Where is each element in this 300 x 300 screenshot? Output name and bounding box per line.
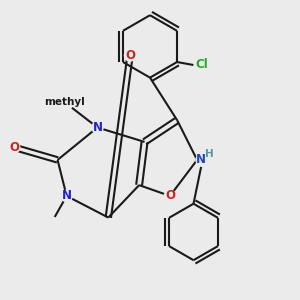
Circle shape	[56, 94, 73, 111]
Text: methyl: methyl	[44, 97, 85, 107]
Text: H: H	[205, 149, 214, 159]
Text: O: O	[125, 49, 135, 62]
Circle shape	[61, 190, 72, 202]
Circle shape	[164, 190, 175, 202]
Circle shape	[8, 142, 20, 153]
Text: O: O	[165, 189, 175, 203]
Circle shape	[92, 122, 103, 133]
Text: N: N	[61, 189, 72, 203]
Circle shape	[196, 153, 209, 167]
Circle shape	[197, 154, 208, 166]
Circle shape	[42, 216, 58, 233]
Text: N: N	[92, 121, 102, 134]
Text: N: N	[196, 152, 206, 166]
Text: O: O	[9, 141, 19, 154]
Text: Cl: Cl	[195, 58, 208, 71]
Circle shape	[124, 50, 136, 61]
